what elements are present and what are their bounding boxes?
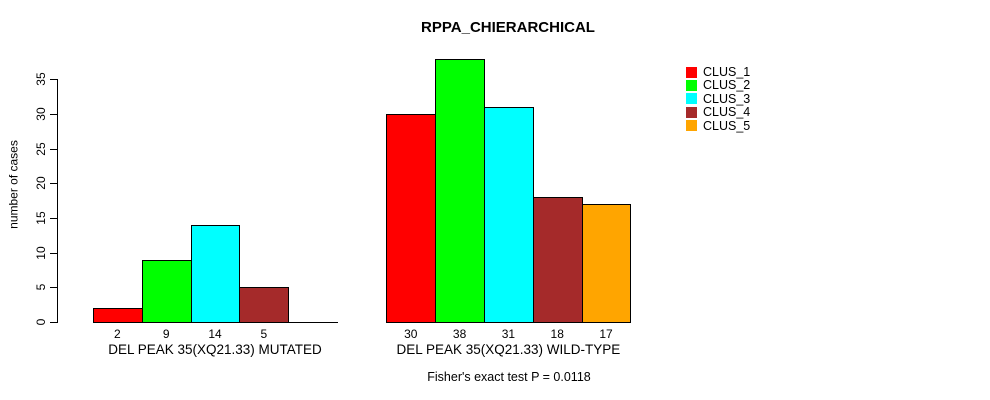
bar-clus_3 bbox=[484, 107, 534, 323]
bar-value-label: 31 bbox=[501, 327, 516, 341]
legend-item: CLUS_1 bbox=[686, 66, 750, 78]
bar-value-label: 38 bbox=[452, 327, 467, 341]
y-axis-tick-label: 5 bbox=[34, 283, 48, 291]
bar-value-label: 18 bbox=[550, 327, 564, 341]
legend-swatch-clus_1 bbox=[686, 66, 697, 78]
y-axis-tick bbox=[50, 253, 57, 254]
y-axis-tick-label: 25 bbox=[34, 142, 48, 156]
y-axis-tick bbox=[50, 218, 57, 219]
x-axis-group-label: DEL PEAK 35(XQ21.33) MUTATED bbox=[108, 342, 322, 357]
chart-title: RPPA_CHIERARCHICAL bbox=[421, 19, 595, 36]
bar-value-label: 5 bbox=[260, 327, 268, 341]
legend-label: CLUS_3 bbox=[703, 91, 751, 106]
legend-item: CLUS_3 bbox=[686, 93, 750, 105]
bar-clus_5 bbox=[581, 204, 632, 323]
bar-clus_3 bbox=[190, 225, 241, 323]
bar-value-label: 9 bbox=[162, 327, 170, 341]
y-axis-tick bbox=[50, 322, 57, 323]
bar-value-label: 17 bbox=[599, 327, 613, 341]
legend-swatch-clus_5 bbox=[686, 120, 697, 132]
bar-clus_2 bbox=[141, 260, 192, 323]
y-axis-tick bbox=[50, 183, 57, 184]
legend-label: CLUS_4 bbox=[703, 105, 751, 120]
y-axis-tick bbox=[50, 287, 57, 288]
bar-clus_1 bbox=[93, 308, 143, 323]
y-axis-line bbox=[57, 79, 58, 323]
y-axis-tick-label: 10 bbox=[34, 246, 48, 260]
y-axis-title: number of cases bbox=[6, 140, 21, 229]
legend-item: CLUS_4 bbox=[686, 106, 750, 118]
y-axis-tick-label: 0 bbox=[34, 318, 48, 326]
y-axis-tick bbox=[50, 79, 57, 80]
y-axis-tick bbox=[50, 114, 57, 115]
y-axis-tick-label: 35 bbox=[34, 72, 48, 86]
y-axis-tick-label: 15 bbox=[34, 211, 48, 225]
y-axis-tick-label: 30 bbox=[34, 107, 48, 121]
legend-item: CLUS_5 bbox=[686, 118, 751, 133]
bar-value-label: 14 bbox=[208, 327, 222, 341]
x-axis-group-label: DEL PEAK 35(XQ21.33) WILD-TYPE bbox=[396, 342, 621, 357]
legend-swatch-clus_2 bbox=[686, 79, 697, 91]
bar-value-label: 2 bbox=[114, 327, 121, 341]
bar-clus_4 bbox=[532, 197, 583, 323]
legend-label: CLUS_1 bbox=[703, 65, 751, 79]
legend-swatch-clus_3 bbox=[686, 93, 697, 105]
footnote-fisher-test: Fisher's exact test P = 0.0118 bbox=[427, 370, 591, 384]
legend-label: CLUS_5 bbox=[703, 118, 751, 133]
bar-value-label: 30 bbox=[404, 327, 418, 341]
legend-label: CLUS_2 bbox=[703, 78, 751, 93]
legend-item: CLUS_2 bbox=[686, 78, 751, 93]
bar-clus_4 bbox=[239, 287, 290, 323]
bar-clus_1 bbox=[386, 114, 437, 323]
legend-swatch-clus_4 bbox=[686, 106, 697, 118]
bar-clus_2 bbox=[435, 59, 485, 323]
y-axis-tick bbox=[50, 149, 57, 150]
y-axis-tick-label: 20 bbox=[34, 176, 48, 190]
